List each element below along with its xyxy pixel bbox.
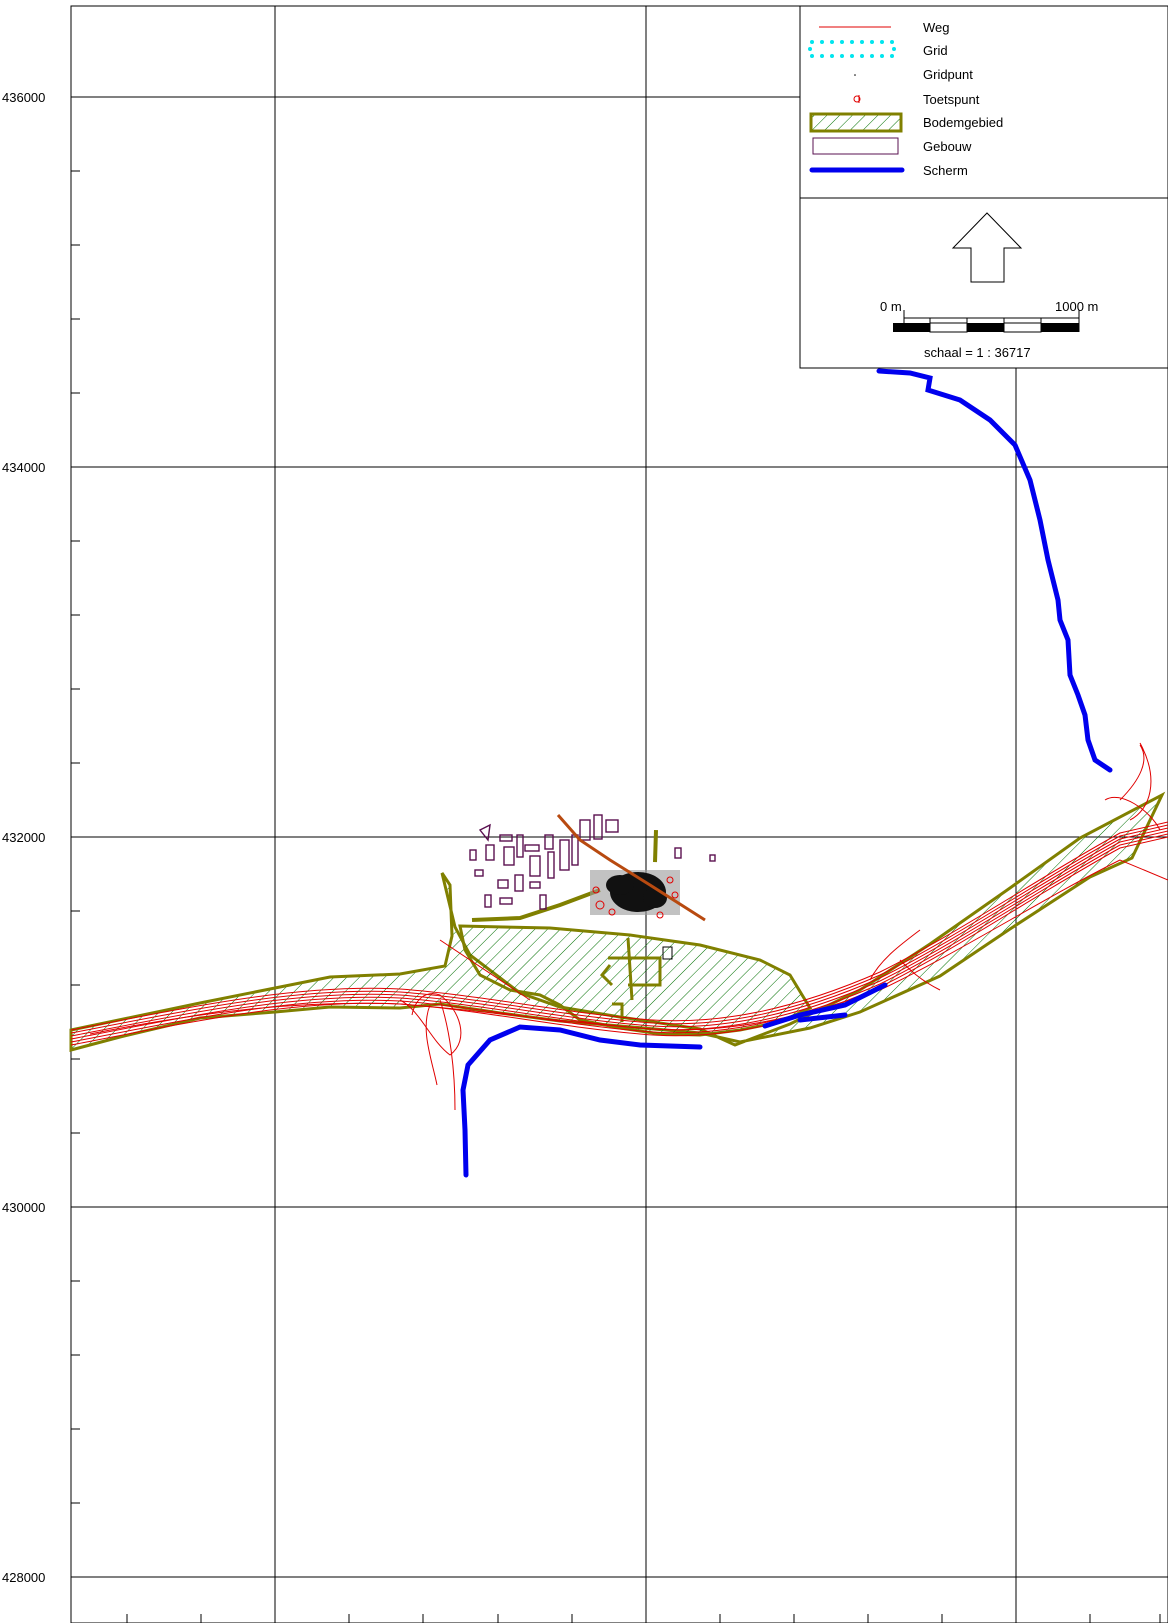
legend-label-bodemgebied: Bodemgebied: [923, 115, 1003, 130]
toetspunt-swatch-icon: [853, 95, 861, 103]
map-frame: [70, 5, 1168, 1623]
legend-frame: [799, 5, 1168, 199]
y-axis-ticks: [71, 170, 80, 1504]
y-label-432000: 432000: [2, 830, 45, 845]
main-road-thick: [556, 814, 706, 922]
x-axis-ticks: [126, 1614, 1161, 1623]
building-cluster: [469, 814, 716, 910]
legend-label-weg: Weg: [923, 20, 950, 35]
north-arrow-icon: [951, 212, 1023, 283]
y-label-430000: 430000: [2, 1200, 45, 1215]
receiver-point-cluster: [590, 870, 680, 919]
legend-label-gebouw: Gebouw: [923, 139, 972, 154]
y-label-428000: 428000: [2, 1570, 45, 1585]
soil-border-lines: [471, 829, 658, 922]
scale-ratio-label: schaal = 1 : 36717: [924, 345, 1031, 360]
scale-box: 0 m 1000 m schaal = 1 : 36717: [799, 197, 1168, 369]
scale-start-label: 0 m: [880, 299, 902, 314]
legend-label-toetspunt: Toetspunt: [923, 92, 980, 107]
legend: Weg Grid Gridpunt Toetspunt Bodemgebied …: [799, 5, 1168, 199]
bodemgebied-swatch-icon: [809, 112, 903, 133]
road-network: [70, 742, 1168, 1111]
scale-bar: [893, 310, 1080, 333]
y-label-436000: 436000: [2, 90, 45, 105]
gebouw-swatch-icon: [812, 137, 899, 155]
grid-swatch-icon: [808, 40, 896, 58]
soil-area-corridor: [69, 791, 1166, 1052]
legend-label-grid: Grid: [923, 43, 948, 58]
legend-label-scherm: Scherm: [923, 163, 968, 178]
legend-label-gridpunt: Gridpunt: [923, 67, 973, 82]
coordinate-grid: [71, 6, 1168, 1623]
y-label-434000: 434000: [2, 460, 45, 475]
scale-end-label: 1000 m: [1055, 299, 1098, 314]
gridpunt-swatch-icon: [854, 74, 856, 76]
noise-screen: [460, 368, 1113, 1178]
